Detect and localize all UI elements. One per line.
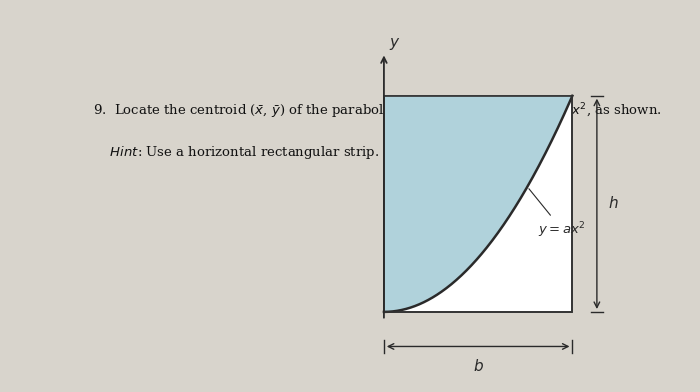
Text: $\it{Hint}$: Use a horizontal rectangular strip.  $\bf{(8\ points)}$: $\it{Hint}$: Use a horizontal rectangula… [93,143,461,161]
Bar [384,96,573,312]
Text: h: h [608,196,618,211]
Text: b: b [473,359,483,374]
Text: $y = ax^2$: $y = ax^2$ [529,189,587,240]
Text: y: y [390,35,398,51]
Polygon shape [384,96,573,312]
Bar [384,96,573,312]
Text: 9.  Locate the centroid ($\bar{x}$, $\bar{y}$) of the parabolic area above the c: 9. Locate the centroid ($\bar{x}$, $\bar… [93,102,662,121]
